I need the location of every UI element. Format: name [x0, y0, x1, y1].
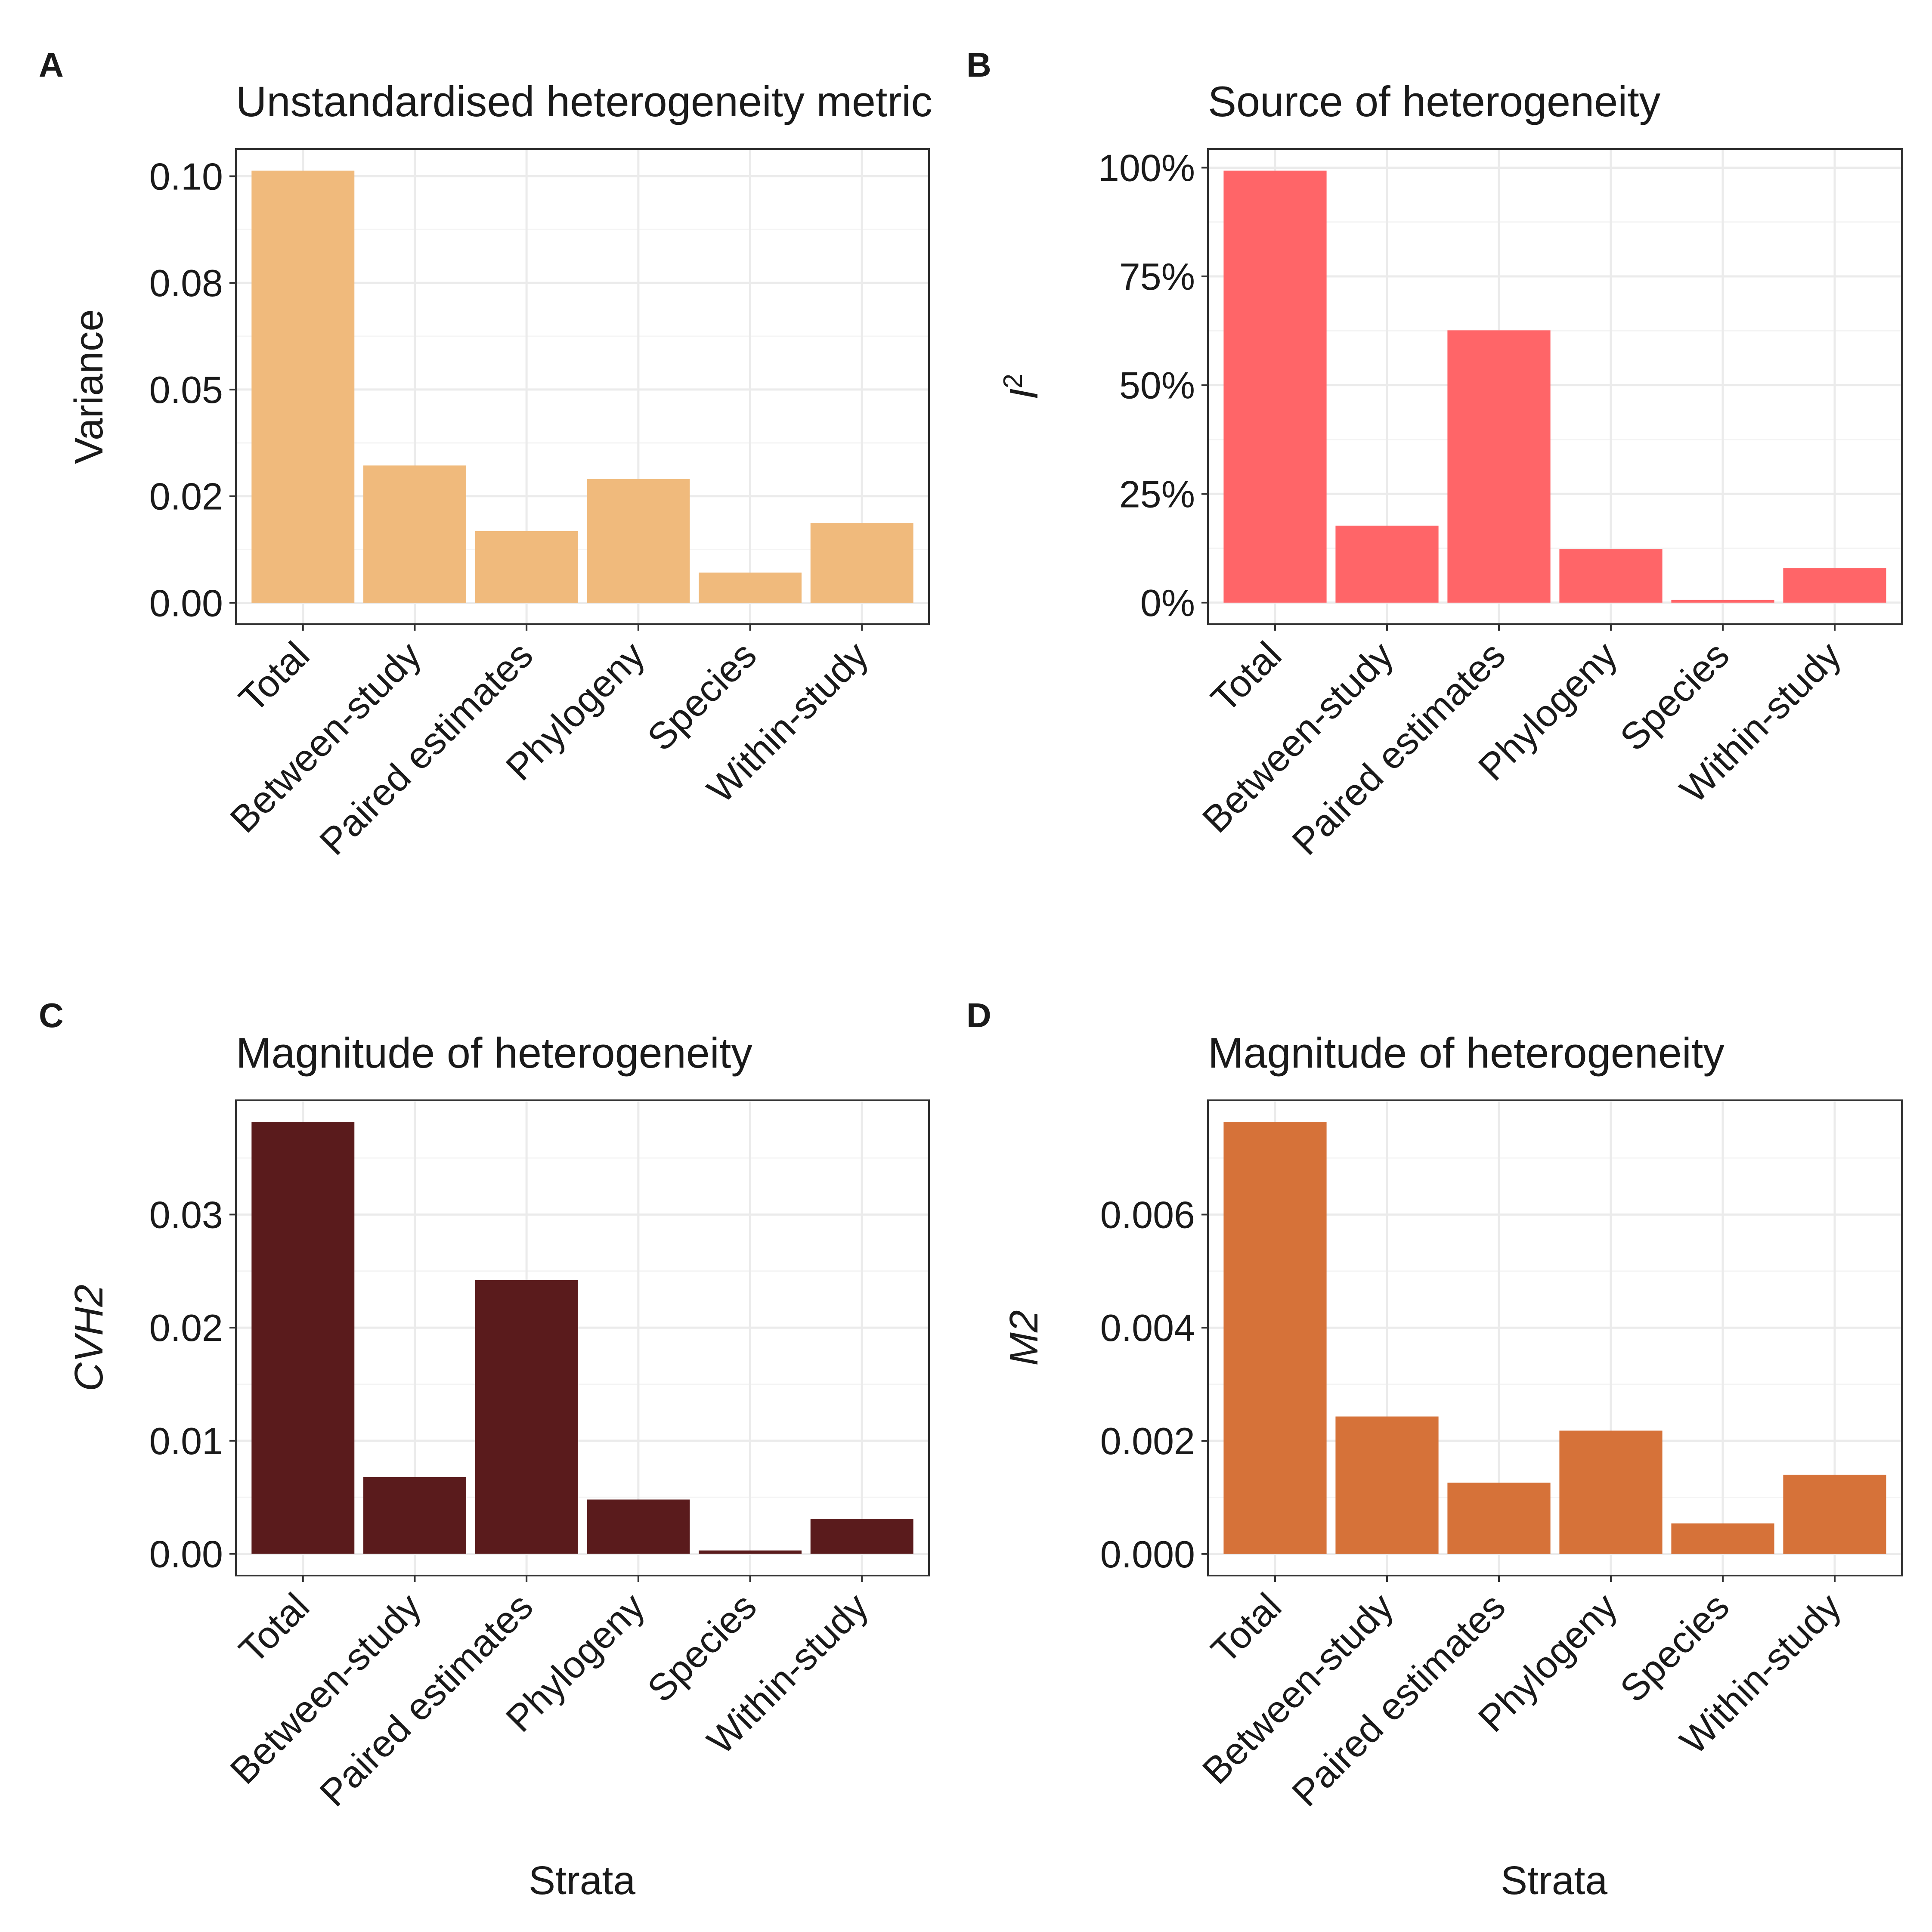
bar-total [251, 1121, 355, 1554]
plot-area: 0.000 0.002 0.004 0.006 TotalBetween-studyPa… [1100, 1099, 1903, 1814]
panel-border [235, 148, 930, 625]
panel-letter: D [966, 996, 991, 1034]
y-tick-label: 100% [1098, 146, 1195, 189]
x-tick-label: Total [1203, 633, 1289, 720]
y-tick-label: 0.00 [149, 582, 223, 624]
panel-title: Magnitude of heterogeneity [236, 1029, 752, 1077]
y-tick-label: 0% [1140, 582, 1195, 624]
x-tick-label: Between-study [1194, 1585, 1402, 1792]
bar-species [1671, 600, 1774, 603]
panel-c: C Magnitude of heterogeneity CVH2 Strata… [39, 996, 930, 1903]
y-tick-label: 0.000 [1100, 1533, 1195, 1576]
bar-total [251, 170, 355, 603]
panel-border [1207, 1099, 1903, 1576]
bar-total [1223, 1121, 1327, 1554]
y-axis-title-base: I [1001, 388, 1046, 399]
panel-title: Source of heterogeneity [1208, 77, 1661, 125]
bar-phylogeny [587, 479, 690, 603]
plot-area: 0% 25% 50% 75% 100% TotalBetween-studyPaired … [1098, 146, 1903, 863]
y-tick-label: 0.002 [1100, 1420, 1195, 1462]
bar-phylogeny [1559, 549, 1663, 603]
y-axis-title-superscript: 2 [998, 374, 1028, 388]
x-axis-title: Strata [1501, 1858, 1607, 1903]
x-tick-label: Between-study [222, 1585, 429, 1792]
panel-a: A Unstandardised heterogeneity metric Va… [39, 46, 932, 863]
x-tick-label: Paired estimates [311, 1585, 541, 1814]
x-tick-label: Total [231, 1585, 317, 1671]
y-axis-title: M2 [1001, 1310, 1046, 1365]
y-tick-label: 0.05 [149, 368, 223, 411]
bar-species [699, 573, 802, 603]
bar-within-study [810, 523, 913, 603]
bar-phylogeny [587, 1499, 690, 1554]
panel-letter: C [39, 996, 64, 1034]
plot-area: 0.00 0.01 0.02 0.03 TotalBetween-studyPaired… [149, 1099, 930, 1814]
x-tick-label: Between-study [1194, 633, 1402, 841]
x-tick-label: Paired estimates [1284, 1585, 1513, 1814]
y-tick-label: 0.004 [1100, 1307, 1195, 1349]
bar-within-study [1783, 568, 1886, 603]
y-tick-label: 25% [1119, 473, 1195, 515]
y-tick-label: 0.006 [1100, 1193, 1195, 1236]
panel-letter: B [966, 46, 991, 84]
y-tick-label: 0.08 [149, 262, 223, 304]
panel-title: Magnitude of heterogeneity [1208, 1029, 1725, 1077]
x-tick-label: Paired estimates [1284, 633, 1513, 863]
bar-species [1671, 1523, 1774, 1554]
y-tick-label: 0.03 [149, 1193, 223, 1236]
bar-paired-estimates [475, 1280, 578, 1554]
bar-within-study [1783, 1474, 1886, 1554]
bar-paired-estimates [475, 531, 578, 603]
y-tick-label: 0.01 [149, 1420, 223, 1462]
x-tick-label: Paired estimates [311, 633, 541, 863]
panel-b: B Source of heterogeneity I2 0% 25% 50% 75%… [966, 46, 1903, 863]
x-tick-label: Total [231, 633, 317, 720]
panel-border [1207, 148, 1903, 625]
panel-letter: A [39, 46, 64, 84]
bar-species [699, 1550, 802, 1554]
x-axis-title: Strata [529, 1858, 635, 1903]
y-axis-title: I2 [998, 374, 1046, 399]
y-tick-label: 0.02 [149, 1307, 223, 1349]
bar-between-study [1335, 526, 1439, 603]
bar-phylogeny [1559, 1430, 1663, 1554]
y-tick-label: 0.02 [149, 475, 223, 518]
y-tick-label: 0.10 [149, 155, 223, 198]
bar-within-study [810, 1519, 913, 1554]
plot-area: 0.00 0.02 0.05 0.08 0.10 TotalBetween-studyPa… [149, 148, 930, 863]
y-tick-label: 0.00 [149, 1533, 223, 1576]
panel-border [235, 1099, 930, 1576]
bar-paired-estimates [1447, 330, 1551, 603]
bar-total [1223, 170, 1327, 603]
panel-title: Unstandardised heterogeneity metric [236, 77, 932, 125]
bar-between-study [1335, 1416, 1439, 1554]
y-axis-title: CVH2 [66, 1285, 111, 1391]
y-axis-title: Variance [66, 309, 111, 464]
panel-d: D Magnitude of heterogeneity M2 Strata 0… [966, 996, 1903, 1903]
x-tick-label: Total [1203, 1585, 1289, 1671]
y-tick-label: 75% [1119, 255, 1195, 298]
bar-paired-estimates [1447, 1483, 1551, 1554]
bar-between-study [363, 1477, 466, 1554]
x-tick-label: Between-study [222, 633, 429, 841]
bar-between-study [363, 465, 466, 603]
y-tick-label: 50% [1119, 364, 1195, 407]
